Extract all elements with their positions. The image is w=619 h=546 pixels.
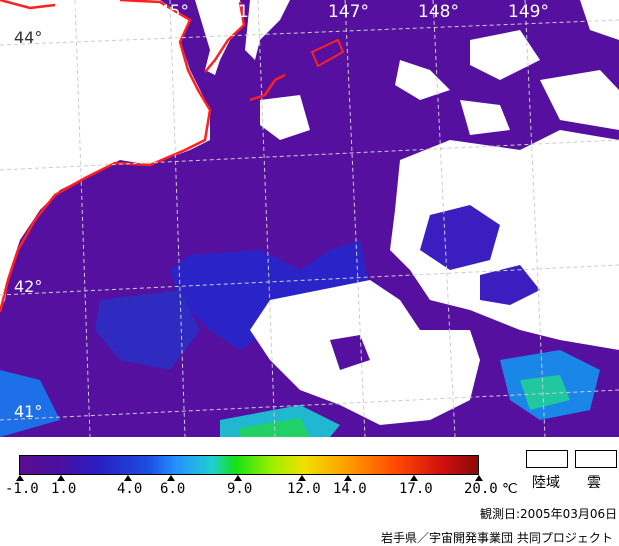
lat-label-44: 44° <box>14 28 43 47</box>
colorbar-tick <box>57 475 65 481</box>
lon-label-149: 149° <box>508 2 549 22</box>
etorofu-land <box>245 0 290 60</box>
temperature-colorbar <box>19 455 479 475</box>
colorbar-label: 20.0 <box>464 481 498 497</box>
land-legend-swatch <box>526 450 568 468</box>
lon-label-147: 147° <box>328 2 369 22</box>
colorbar-tick <box>124 475 132 481</box>
colorbar-label: 12.0 <box>287 481 321 497</box>
colorbar-tick <box>167 475 175 481</box>
colorbar-tick <box>475 475 483 481</box>
lon-label-144: 144° <box>60 2 101 22</box>
land-legend-label: 陸域 <box>532 475 560 491</box>
credit-text: 岩手県／宇宙開発事業団 共同プロジェクト <box>381 531 613 545</box>
kunashiri-land <box>195 0 245 75</box>
coastline <box>0 0 212 313</box>
lon-label-148: 148° <box>418 2 459 22</box>
hokkaido-land <box>0 0 210 310</box>
observation-date: 観測日:2005年03月06日 <box>480 507 618 521</box>
colorbar-unit: ℃ <box>502 481 518 497</box>
cloud-legend-swatch <box>575 450 617 468</box>
colorbar-label: -1.0 <box>5 481 39 497</box>
lon-label-146: 146° <box>238 2 279 22</box>
colorbar-tick <box>344 475 352 481</box>
colorbar-label: 14.0 <box>333 481 367 497</box>
colorbar-label: 9.0 <box>227 481 253 497</box>
colorbar-tick <box>298 475 306 481</box>
lon-label-150: 15 <box>598 2 619 22</box>
colorbar-label: 6.0 <box>160 481 186 497</box>
colorbar-label: 17.0 <box>399 481 433 497</box>
sst-map <box>0 0 619 437</box>
lat-label-43: 43° <box>14 152 43 171</box>
colorbar-tick <box>410 475 418 481</box>
lat-label-42: 42° <box>14 277 43 296</box>
colorbar-label: 4.0 <box>117 481 143 497</box>
small-island <box>310 38 345 68</box>
lon-label-145: 145° <box>148 2 189 22</box>
cloud-east <box>390 130 619 350</box>
cloud-legend-label: 雲 <box>587 475 601 491</box>
lat-label-41: 41° <box>14 402 43 421</box>
coastline-2 <box>204 1 246 73</box>
colorbar-label: 1.0 <box>51 481 77 497</box>
colorbar-tick <box>234 475 242 481</box>
colorbar-tick <box>16 475 24 481</box>
